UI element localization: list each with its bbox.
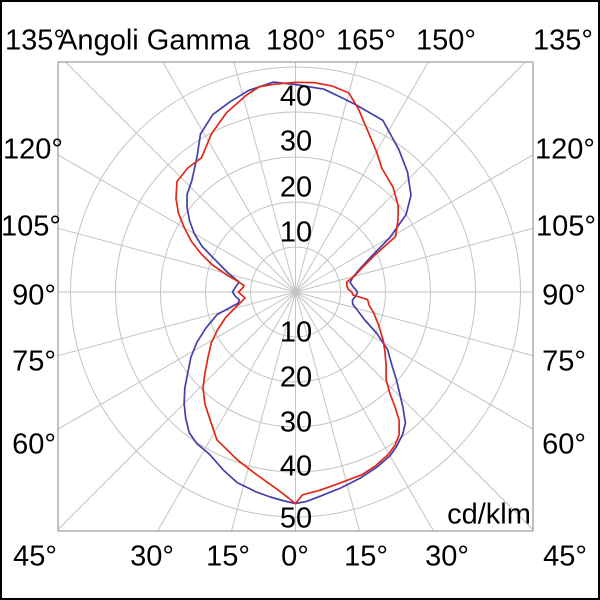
grid-spoke [295, 154, 533, 293]
grid-spoke [295, 227, 533, 293]
chart-title: Angoli Gamma [58, 24, 250, 57]
angle-label: 45° [13, 540, 57, 573]
grid-spoke [64, 62, 296, 293]
radial-tick-label: 10 [279, 216, 313, 249]
radial-tick-label: 20 [279, 361, 313, 394]
angle-label: 75° [542, 345, 586, 378]
angle-label: 30° [425, 540, 469, 573]
grid-spoke [58, 227, 296, 293]
curve-blue [183, 81, 412, 505]
angle-label: 90° [542, 279, 586, 312]
unit-label: cd/klm [447, 498, 531, 531]
grid-spoke [295, 291, 533, 357]
angle-label: 120° [535, 133, 595, 166]
angle-label: 75° [12, 345, 56, 378]
angle-label: 0° [281, 540, 309, 573]
angle-label: 150° [416, 24, 476, 57]
grid-spoke [295, 291, 435, 531]
radial-tick-label: 10 [279, 316, 313, 349]
grid-spoke [58, 291, 296, 357]
grid-spoke [295, 291, 533, 531]
grid-spoke [295, 291, 361, 531]
radial-tick-label: 30 [279, 406, 313, 439]
radial-tick-label: 40 [279, 450, 313, 483]
grid-spoke [295, 291, 533, 430]
angle-label: 15° [206, 540, 250, 573]
angle-label: 180° [266, 24, 326, 57]
angle-label: 105° [536, 210, 596, 243]
grid-spoke [295, 62, 527, 293]
angle-label: 30° [130, 540, 174, 573]
grid-spoke [58, 291, 296, 430]
curve-red [175, 81, 401, 505]
angle-label: 45° [543, 540, 587, 573]
grid-spoke [162, 62, 296, 293]
grid-spoke [156, 291, 296, 531]
grid-spoke [58, 154, 296, 293]
angle-label: 60° [542, 428, 586, 461]
grid-spoke [295, 62, 429, 293]
plot-frame [57, 61, 534, 532]
angle-label: 90° [12, 279, 56, 312]
radial-tick-label: 50 [279, 502, 313, 535]
angle-label: 105° [1, 210, 61, 243]
grid-spoke [230, 291, 296, 531]
angle-label: 165° [336, 24, 396, 57]
radial-tick-label: 40 [279, 80, 313, 113]
angle-label: 15° [344, 540, 388, 573]
angle-label: 135° [5, 24, 65, 57]
angle-label: 120° [3, 133, 63, 166]
angle-label: 60° [12, 428, 56, 461]
radial-tick-label: 30 [279, 125, 313, 158]
grid-spoke [295, 62, 358, 293]
angle-label: 135° [533, 24, 593, 57]
grid-spoke [58, 291, 296, 531]
grid-spoke [233, 62, 296, 293]
radial-tick-label: 20 [279, 171, 313, 204]
